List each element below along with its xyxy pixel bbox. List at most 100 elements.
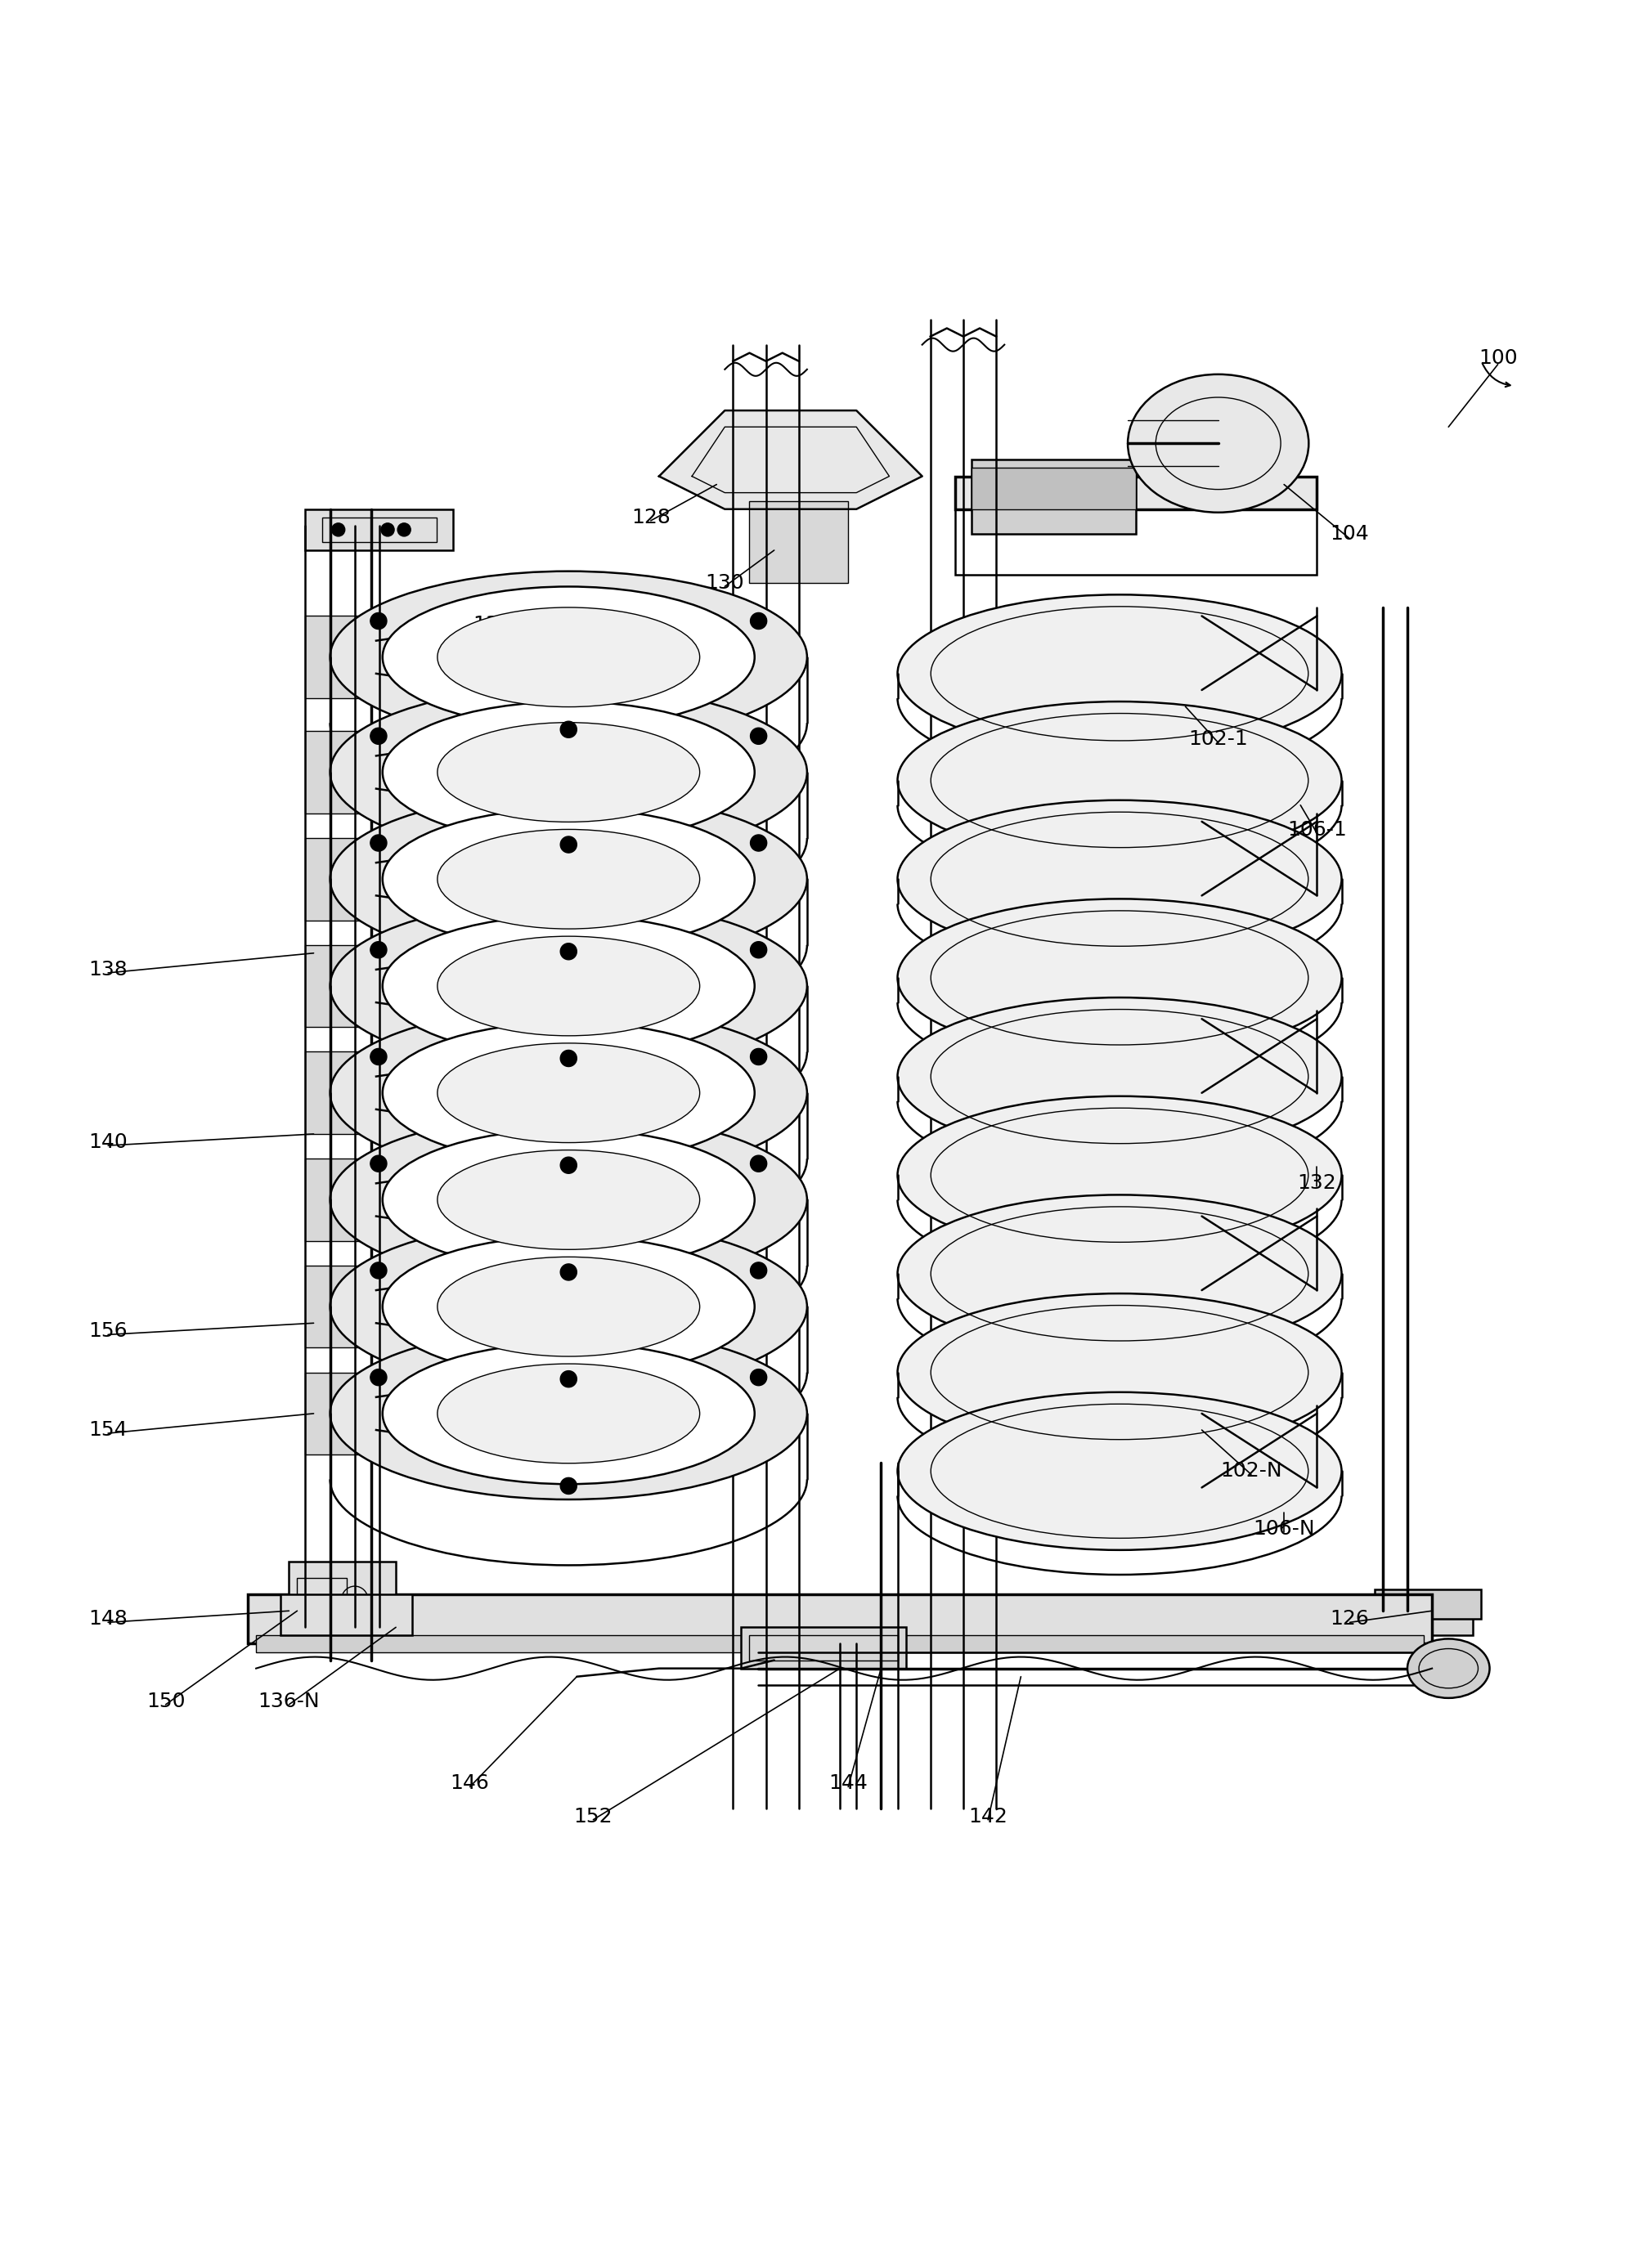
Circle shape — [371, 728, 387, 744]
Bar — [376, 1277, 412, 1336]
Text: 132: 132 — [1298, 1173, 1336, 1193]
Ellipse shape — [438, 1256, 700, 1356]
Bar — [288, 1563, 395, 1628]
Bar — [376, 742, 412, 803]
Bar — [469, 1293, 511, 1320]
Bar — [296, 1579, 346, 1619]
Ellipse shape — [329, 1007, 807, 1179]
Ellipse shape — [1128, 374, 1309, 513]
Text: 104: 104 — [1331, 524, 1369, 544]
Text: 136-1: 136-1 — [473, 615, 532, 635]
Circle shape — [371, 612, 387, 628]
Text: 150: 150 — [147, 1692, 184, 1710]
Circle shape — [560, 1157, 576, 1173]
Text: 152: 152 — [573, 1808, 613, 1826]
Circle shape — [371, 1154, 387, 1173]
Bar — [280, 1594, 412, 1635]
Circle shape — [371, 1048, 387, 1066]
Bar — [376, 1064, 412, 1123]
Ellipse shape — [898, 701, 1342, 860]
Ellipse shape — [898, 594, 1342, 753]
Circle shape — [560, 1263, 576, 1281]
Bar — [376, 850, 412, 909]
Bar — [741, 1628, 906, 1669]
Text: 106-N: 106-N — [1253, 1520, 1314, 1538]
Bar — [305, 946, 379, 1027]
Circle shape — [751, 835, 768, 850]
Ellipse shape — [898, 801, 1342, 957]
Bar — [469, 1080, 511, 1107]
Circle shape — [560, 1050, 576, 1066]
Circle shape — [751, 941, 768, 957]
Bar — [955, 476, 1318, 574]
Text: 146: 146 — [450, 1774, 489, 1794]
Bar — [247, 1594, 1431, 1644]
Ellipse shape — [329, 1220, 807, 1393]
Text: 148: 148 — [89, 1610, 127, 1628]
Ellipse shape — [329, 572, 807, 744]
Text: 156: 156 — [89, 1322, 127, 1340]
Text: 136-N: 136-N — [259, 1692, 320, 1710]
Circle shape — [751, 1048, 768, 1066]
Bar — [255, 1635, 1423, 1651]
Bar — [305, 1372, 379, 1454]
Text: 154: 154 — [89, 1420, 127, 1440]
Ellipse shape — [382, 1023, 754, 1163]
Circle shape — [371, 1370, 387, 1386]
Circle shape — [560, 943, 576, 959]
Bar — [469, 644, 511, 671]
Bar — [469, 973, 511, 1000]
Bar — [1375, 1603, 1472, 1635]
Ellipse shape — [898, 1195, 1342, 1352]
Circle shape — [560, 1479, 576, 1495]
Bar — [469, 1186, 511, 1213]
Circle shape — [371, 941, 387, 957]
Ellipse shape — [382, 587, 754, 728]
Bar — [972, 467, 1136, 508]
Text: 102-1: 102-1 — [1189, 730, 1248, 748]
Bar — [955, 476, 1318, 508]
Bar — [376, 628, 412, 687]
Ellipse shape — [382, 1129, 754, 1270]
Circle shape — [751, 728, 768, 744]
Ellipse shape — [329, 687, 807, 857]
Bar — [305, 1266, 379, 1347]
Circle shape — [371, 1263, 387, 1279]
Bar — [305, 1159, 379, 1241]
Bar — [376, 1383, 412, 1442]
Bar — [305, 1052, 379, 1134]
Ellipse shape — [438, 1363, 700, 1463]
Ellipse shape — [438, 1043, 700, 1143]
Circle shape — [560, 1370, 576, 1388]
Bar — [469, 1399, 511, 1427]
Circle shape — [751, 1154, 768, 1173]
Bar — [305, 617, 379, 699]
Bar — [305, 837, 379, 921]
Text: 106-1: 106-1 — [1288, 821, 1347, 839]
Ellipse shape — [329, 1114, 807, 1286]
Ellipse shape — [898, 1293, 1342, 1452]
Bar — [972, 460, 1136, 533]
Ellipse shape — [438, 723, 700, 821]
Circle shape — [560, 721, 576, 737]
Text: 128: 128 — [631, 508, 670, 526]
Bar — [305, 508, 453, 551]
Ellipse shape — [1408, 1640, 1489, 1699]
Bar — [321, 517, 436, 542]
Bar — [1375, 1590, 1481, 1619]
Bar — [749, 501, 848, 583]
Ellipse shape — [438, 830, 700, 930]
Ellipse shape — [382, 1343, 754, 1483]
Ellipse shape — [329, 900, 807, 1073]
Text: 102-N: 102-N — [1220, 1461, 1281, 1481]
Bar — [469, 760, 511, 785]
Circle shape — [371, 835, 387, 850]
Bar — [469, 866, 511, 891]
Bar — [376, 1170, 412, 1229]
Ellipse shape — [382, 810, 754, 950]
Ellipse shape — [898, 898, 1342, 1057]
Circle shape — [560, 837, 576, 853]
Circle shape — [751, 1370, 768, 1386]
Ellipse shape — [898, 1095, 1342, 1254]
Circle shape — [751, 612, 768, 628]
